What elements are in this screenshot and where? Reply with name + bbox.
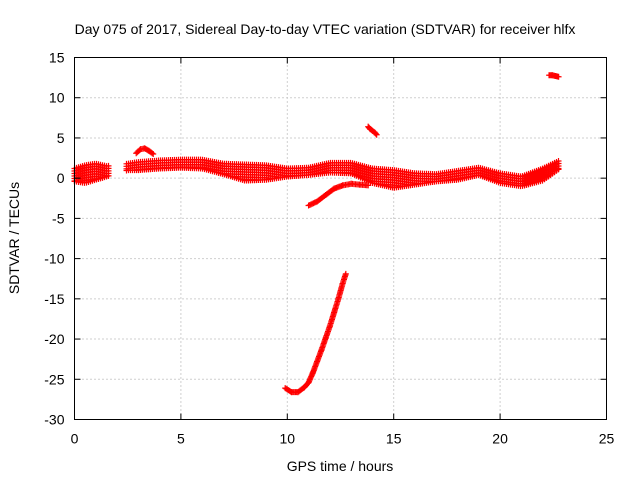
y-axis-label: SDTVAR / TECUs: [6, 182, 22, 294]
y-tick-label: 10: [49, 90, 65, 106]
y-tick-label: 15: [49, 50, 65, 66]
data-point: [372, 130, 379, 137]
y-tick-label: -30: [44, 412, 64, 428]
data-point: [555, 166, 562, 173]
x-axis-label: GPS time / hours: [287, 458, 394, 474]
grid: [74, 57, 607, 420]
x-tick-label: 25: [599, 431, 615, 447]
data-point: [105, 172, 112, 179]
data-point: [555, 73, 562, 80]
plot-frame: [74, 57, 607, 420]
data-points: [71, 72, 562, 396]
data-point: [342, 270, 349, 277]
data-point: [373, 131, 380, 138]
x-tick-label: 5: [177, 431, 185, 447]
y-tick-label: 5: [57, 130, 65, 146]
data-point: [150, 151, 157, 158]
chart-title: Day 075 of 2017, Sidereal Day-to-day VTE…: [75, 21, 576, 37]
y-tick-label: -5: [52, 210, 65, 226]
y-tick-label: -20: [44, 331, 64, 347]
x-tick-label: 20: [492, 431, 508, 447]
y-tick-label: 0: [57, 170, 65, 186]
y-tick-label: -10: [44, 251, 64, 267]
y-tick-label: -15: [44, 291, 64, 307]
x-tick-label: 15: [386, 431, 402, 447]
axis-ticks: [74, 57, 607, 420]
y-tick-label: -25: [44, 371, 64, 387]
x-tick-label: 10: [280, 431, 296, 447]
tick-labels: 0 5 10 15 20 25 -30 -25 -20 -15 -10 -5 0 5 10 15: [44, 50, 614, 447]
data-point: [149, 150, 156, 157]
data-point: [365, 182, 372, 189]
x-tick-label: 0: [71, 431, 79, 447]
